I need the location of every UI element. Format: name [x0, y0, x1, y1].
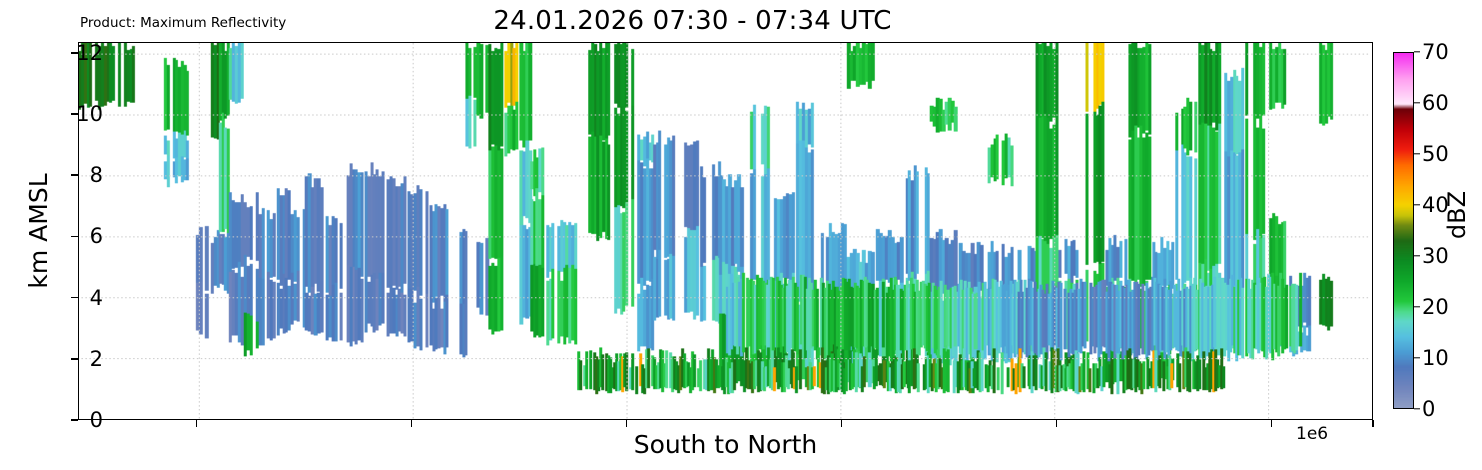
y-tick-mark — [71, 51, 78, 54]
colorbar-tick-mark — [1414, 51, 1420, 53]
y-tick-label: 8 — [89, 163, 103, 188]
colorbar-tick-mark — [1414, 357, 1420, 359]
colorbar — [1393, 52, 1414, 409]
colorbar-label: dBZ — [1443, 190, 1471, 240]
y-tick-label: 6 — [89, 224, 103, 249]
x-axis-label: South to North — [633, 430, 818, 459]
y-tick-label: 4 — [89, 285, 103, 310]
product-label: Product: Maximum Reflectivity — [80, 15, 287, 31]
x-tick-mark — [195, 420, 198, 427]
y-tick-mark — [71, 113, 78, 115]
y-tick-label: 0 — [89, 408, 103, 432]
x-tick-mark — [625, 420, 628, 427]
x-axis-exponent-label: 1e6 — [1296, 424, 1329, 444]
y-tick-label: 2 — [89, 346, 103, 371]
colorbar-tick-label: 0 — [1422, 397, 1436, 421]
y-tick-mark — [71, 296, 78, 299]
colorbar-tick-label: 70 — [1422, 40, 1449, 64]
colorbar-tick-label: 50 — [1422, 142, 1449, 166]
y-tick-mark — [71, 174, 78, 176]
x-tick-mark — [1055, 420, 1058, 427]
colorbar-tick-mark — [1414, 408, 1420, 410]
y-tick-mark — [71, 357, 78, 360]
x-tick-mark — [1372, 420, 1374, 427]
colorbar-gradient — [1394, 53, 1413, 408]
colorbar-tick-label: 60 — [1422, 91, 1449, 115]
x-tick-mark — [1270, 420, 1273, 427]
colorbar-tick-label: 40 — [1422, 193, 1449, 217]
colorbar-tick-label: 30 — [1422, 244, 1449, 268]
y-tick-mark — [71, 419, 78, 421]
y-tick-label: 10 — [76, 101, 103, 126]
colorbar-tick-mark — [1414, 306, 1420, 308]
colorbar-tick-label: 10 — [1422, 346, 1449, 370]
x-tick-mark — [410, 420, 413, 427]
y-tick-mark — [71, 235, 78, 238]
x-axis-ticks — [0, 420, 1482, 432]
colorbar-tick-mark — [1414, 102, 1420, 104]
colorbar-tick-label: 20 — [1422, 295, 1449, 319]
colorbar-tick-mark — [1414, 204, 1420, 206]
figure-title: 24.01.2026 07:30 - 07:34 UTC — [493, 6, 892, 36]
colorbar-tick-mark — [1414, 255, 1420, 257]
x-tick-mark — [840, 420, 843, 427]
reflectivity-heatmap — [79, 43, 1372, 419]
y-tick-label: 12 — [76, 40, 103, 65]
colorbar-tick-mark — [1414, 153, 1420, 155]
